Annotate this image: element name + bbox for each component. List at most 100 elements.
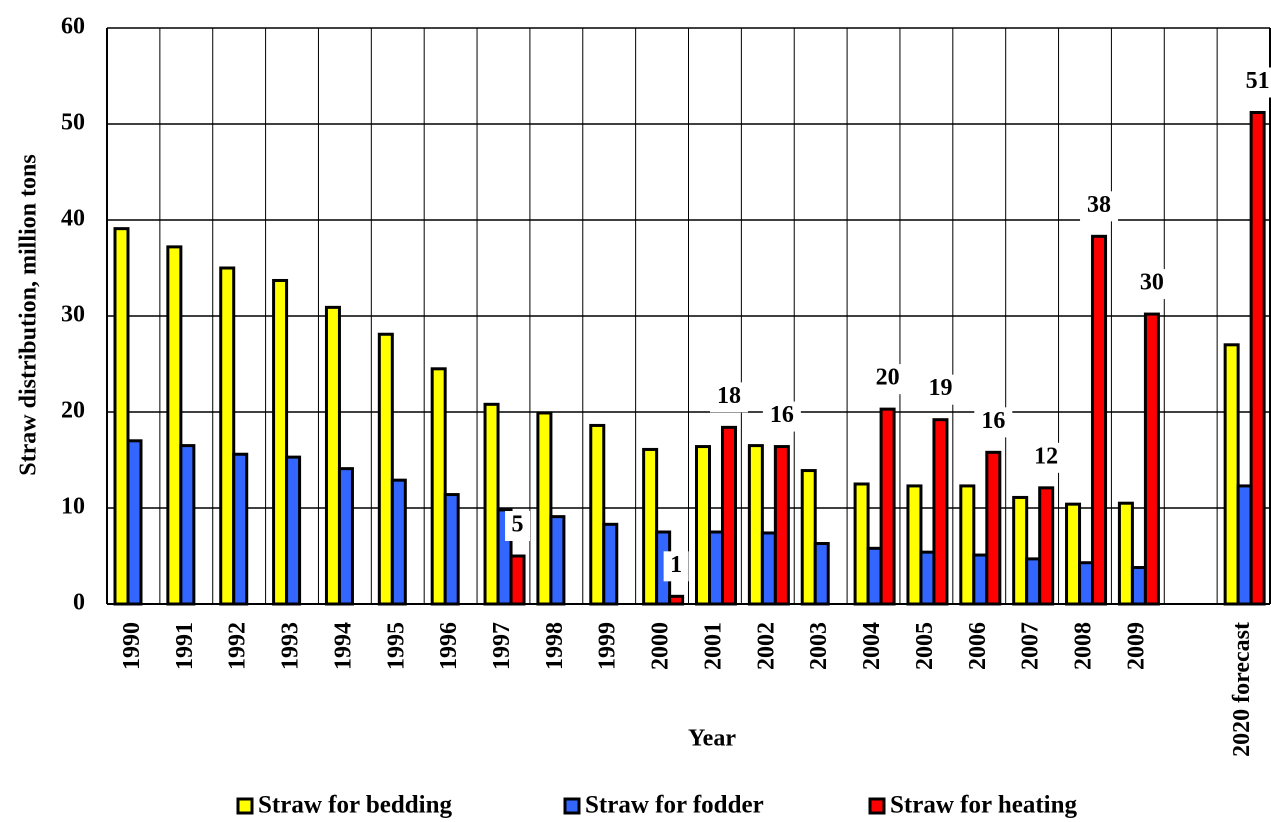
bar (126, 439, 143, 606)
x-axis-title: Year (688, 726, 736, 752)
legend-swatch (236, 797, 254, 815)
bar (985, 450, 1002, 606)
value-label-bg (710, 382, 748, 413)
bar (919, 550, 936, 606)
bar (430, 367, 447, 606)
bar (932, 418, 949, 606)
bar (1091, 234, 1108, 606)
bar (642, 447, 659, 606)
bar (324, 305, 341, 606)
bar (272, 278, 289, 606)
y-tick-label: 30 (61, 302, 85, 328)
bar (959, 484, 976, 606)
bar (866, 546, 883, 606)
bar (695, 445, 711, 606)
x-tick-label: 2004 (859, 622, 885, 670)
bar (232, 452, 249, 606)
bar (1038, 486, 1055, 606)
y-tick-label: 10 (61, 494, 85, 520)
x-tick-label: 2003 (806, 622, 832, 670)
y-tick-label: 60 (61, 14, 85, 40)
x-tick-label: 1999 (595, 622, 621, 670)
value-label: 1 (670, 552, 682, 578)
bar (483, 402, 500, 606)
legend-label: Straw for bedding (258, 792, 453, 819)
bar (708, 530, 724, 606)
value-label: 51 (1246, 68, 1270, 94)
value-label: 30 (1140, 270, 1164, 296)
legend-label: Straw for fodder (585, 792, 764, 819)
x-tick-label: 2006 (965, 622, 991, 670)
value-label-bg (921, 374, 960, 405)
bar (219, 266, 236, 606)
x-tick-label: 1996 (436, 622, 462, 670)
x-tick-label: 2007 (1018, 622, 1044, 670)
x-tick-label: 2020 forecast (1229, 622, 1255, 757)
x-tick-label: 1993 (278, 622, 304, 670)
bar (1117, 501, 1134, 606)
bar (1223, 343, 1240, 606)
bar (549, 515, 566, 606)
bar (853, 482, 870, 606)
bar (747, 444, 764, 606)
bar (813, 542, 830, 606)
value-label-bg (974, 407, 1013, 438)
x-tick-label: 1994 (330, 622, 356, 670)
value-label: 18 (717, 383, 741, 409)
bar (1012, 495, 1029, 606)
value-label-bg (1238, 67, 1271, 98)
y-tick-label: 20 (61, 398, 85, 424)
value-label: 19 (928, 375, 952, 401)
bar (113, 227, 130, 606)
x-tick-label: 1991 (172, 622, 198, 670)
value-label: 12 (1034, 443, 1058, 469)
bar (602, 522, 619, 606)
x-tick-label: 2001 (700, 622, 726, 670)
x-tick-label: 1995 (383, 622, 409, 670)
value-label: 38 (1087, 192, 1111, 218)
value-label-bg (1027, 442, 1066, 473)
bar (443, 493, 460, 606)
bar (1078, 561, 1095, 606)
value-label-bg (762, 401, 801, 432)
legend-swatch (868, 797, 886, 815)
value-label: 16 (981, 408, 1005, 434)
x-tick-label: 2009 (1123, 622, 1149, 670)
bar (1236, 484, 1253, 606)
x-tick-label: 1990 (119, 622, 145, 670)
bar (509, 554, 526, 606)
bar (166, 245, 183, 606)
bar (668, 594, 685, 606)
bar (589, 423, 606, 606)
bar (1249, 110, 1266, 606)
bar (285, 455, 302, 606)
bar (972, 553, 989, 606)
x-tick-label: 2002 (753, 622, 779, 670)
bar (721, 425, 737, 606)
y-tick-label: 40 (61, 206, 85, 232)
y-tick-label: 0 (73, 590, 85, 616)
bar (536, 411, 553, 606)
x-tick-label: 1992 (225, 622, 251, 670)
y-axis-title: Straw distribution, million tons (16, 154, 42, 475)
y-tick-label: 50 (61, 110, 85, 136)
bar (1143, 312, 1160, 606)
x-tick-label: 2000 (648, 622, 674, 670)
bar (1065, 502, 1082, 606)
bar (773, 445, 790, 606)
value-label: 16 (770, 402, 794, 428)
value-label-bg (1080, 191, 1119, 222)
x-tick-label: 1997 (489, 622, 515, 670)
bar (760, 531, 777, 606)
bar (337, 467, 354, 606)
value-label: 5 (512, 512, 524, 538)
legend-swatch (563, 797, 581, 815)
value-label-bg (663, 551, 689, 582)
legend-label: Straw for heating (890, 792, 1078, 819)
bar (879, 407, 896, 606)
bar (179, 444, 196, 606)
x-tick-label: 2005 (912, 622, 938, 670)
x-tick-label: 1998 (542, 622, 568, 670)
value-label: 20 (876, 365, 900, 391)
